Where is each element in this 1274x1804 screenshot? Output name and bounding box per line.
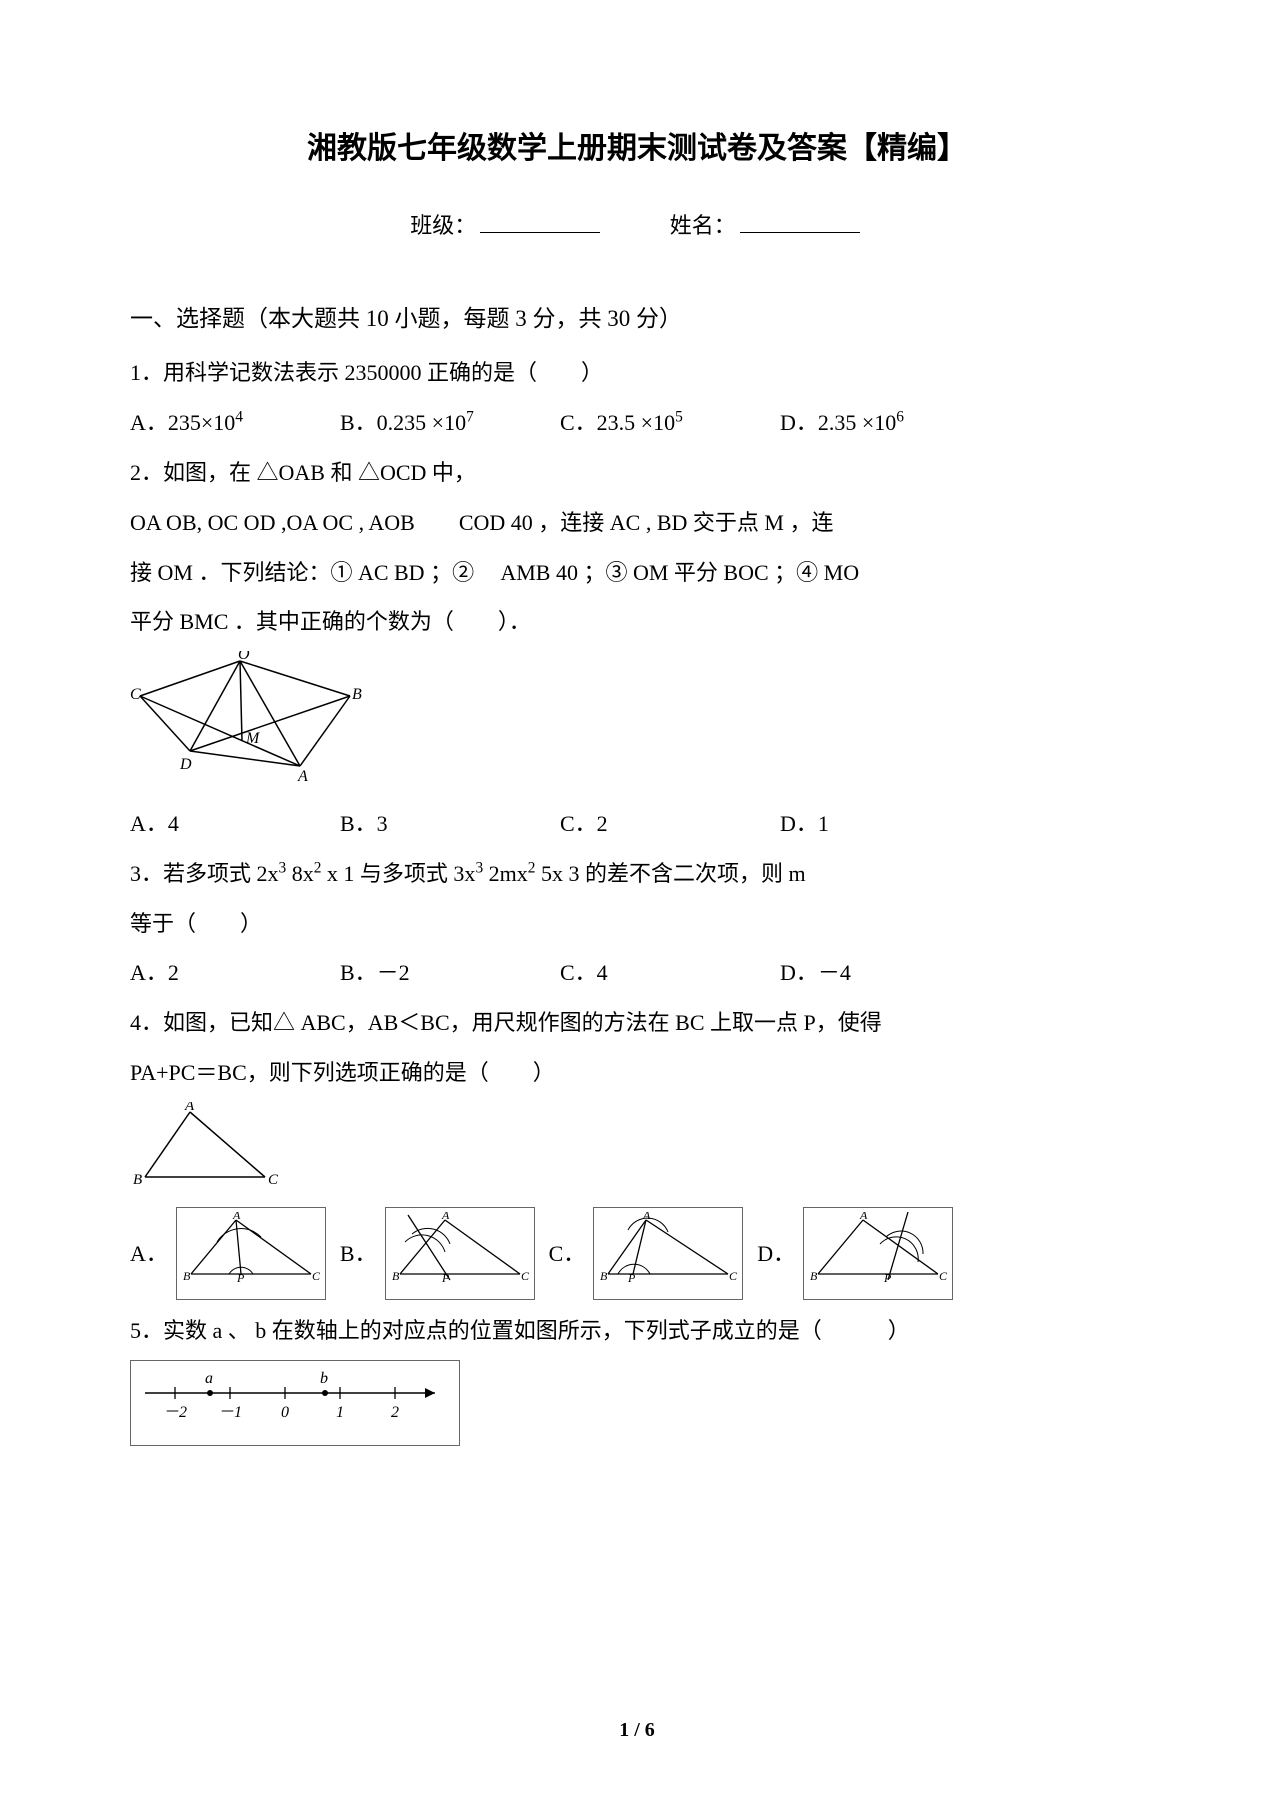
doc-title: 湘教版七年级数学上册期末测试卷及答案【精编】	[130, 120, 1144, 177]
q5-diagram: a b －2 －1 0 1 2	[130, 1360, 1144, 1446]
q2-line3: 接 OM ．下列结论：① AC BD ；② AMB 40 ；③ OM 平分 BO…	[130, 552, 1144, 594]
svg-text:B: B	[600, 1269, 608, 1282]
svg-text:b: b	[320, 1370, 328, 1387]
q5-stem: 5．实数 a 、 b 在数轴上的对应点的位置如图所示，下列式子成立的是（ ）	[130, 1310, 1144, 1352]
q2-options: A．4 B．3 C．2 D．1	[130, 803, 1144, 845]
svg-text:C: C	[939, 1269, 948, 1282]
q3-opt-d: D．－4	[780, 952, 980, 994]
q3-opt-c: C．4	[560, 952, 780, 994]
q4-opt-d: D． A B C P	[757, 1207, 953, 1301]
svg-text:P: P	[441, 1271, 450, 1282]
q1-opt-d: D．2.35 ×106	[780, 402, 980, 444]
q1-opt-b: B．0.235 ×107	[340, 402, 560, 444]
q3-opt-b: B．－2	[340, 952, 560, 994]
name-blank	[740, 230, 860, 233]
svg-text:M: M	[245, 730, 261, 747]
q2-opt-a: A．4	[130, 803, 340, 845]
q4-opt-c: C． A B C P	[549, 1207, 744, 1301]
svg-text:C: C	[729, 1269, 738, 1282]
q4-line2: PA+PC＝BC，则下列选项正确的是（ ）	[130, 1052, 1144, 1094]
svg-text:2: 2	[391, 1404, 399, 1421]
svg-text:O: O	[238, 651, 250, 663]
q2-opt-d: D．1	[780, 803, 980, 845]
svg-text:P: P	[236, 1271, 245, 1282]
svg-text:A: A	[232, 1212, 241, 1222]
q2-line4: 平分 BMC ．其中正确的个数为（ ）．	[130, 601, 1144, 643]
q4-opt-b: B． A B C P	[340, 1207, 535, 1301]
svg-text:0: 0	[281, 1404, 289, 1421]
svg-text:A: A	[642, 1212, 651, 1222]
svg-text:C: C	[312, 1269, 321, 1282]
q3-stem-line2: 等于（ ）	[130, 903, 1144, 945]
class-label: 班级：	[410, 213, 476, 238]
svg-text:－2: －2	[163, 1404, 187, 1421]
class-blank	[480, 230, 600, 233]
svg-text:C: C	[130, 686, 141, 703]
q4-main-diagram: A B C	[130, 1102, 1144, 1201]
q2-line2: OA OB, OC OD ,OA OC , AOB COD 40 ，连接 AC …	[130, 502, 1144, 544]
svg-text:B: B	[392, 1269, 400, 1282]
q4-line1: 4．如图，已知△ ABC，AB＜BC，用尺规作图的方法在 BC 上取一点 P，使…	[130, 1002, 1144, 1044]
q4-option-diagrams: A． A B C P B．	[130, 1207, 1144, 1301]
svg-text:1: 1	[336, 1404, 344, 1421]
svg-text:D: D	[179, 756, 192, 773]
q3-opt-a: A．2	[130, 952, 340, 994]
q4-opt-a: A． A B C P	[130, 1207, 326, 1301]
svg-text:C: C	[268, 1172, 279, 1187]
svg-text:P: P	[883, 1271, 892, 1282]
svg-text:A: A	[859, 1212, 868, 1222]
svg-text:A: A	[184, 1102, 195, 1114]
svg-text:B: B	[133, 1172, 142, 1187]
svg-text:A: A	[441, 1212, 450, 1222]
q1-opt-c: C．23.5 ×105	[560, 402, 780, 444]
q1-opt-a: A．235×104	[130, 402, 340, 444]
section1-header: 一、选择题（本大题共 10 小题，每题 3 分，共 30 分）	[130, 297, 1144, 341]
svg-text:a: a	[205, 1370, 213, 1387]
svg-text:B: B	[183, 1269, 191, 1282]
svg-text:B: B	[810, 1269, 818, 1282]
q3-options: A．2 B．－2 C．4 D．－4	[130, 952, 1144, 994]
svg-text:C: C	[521, 1269, 530, 1282]
q2-opt-c: C．2	[560, 803, 780, 845]
q3-stem: 3．若多项式 2x3 8x2 x 1 与多项式 3x3 2mx2 5x 3 的差…	[130, 853, 1144, 895]
q2-diagram: O B C D A M	[130, 651, 1144, 795]
q2-opt-b: B．3	[340, 803, 560, 845]
svg-text:P: P	[627, 1271, 636, 1282]
q2-line1: 2．如图，在 △OAB 和 △OCD 中，	[130, 452, 1144, 494]
svg-text:B: B	[352, 686, 362, 703]
fields-row: 班级： 姓名：	[130, 205, 1144, 247]
name-label: 姓名：	[670, 213, 736, 238]
svg-text:－1: －1	[218, 1404, 242, 1421]
page-number: 1 / 6	[0, 1711, 1274, 1749]
svg-text:A: A	[297, 768, 308, 781]
q1-stem: 1．用科学记数法表示 2350000 正确的是（ ）	[130, 352, 1144, 394]
q1-options: A．235×104 B．0.235 ×107 C．23.5 ×105 D．2.3…	[130, 402, 1144, 444]
